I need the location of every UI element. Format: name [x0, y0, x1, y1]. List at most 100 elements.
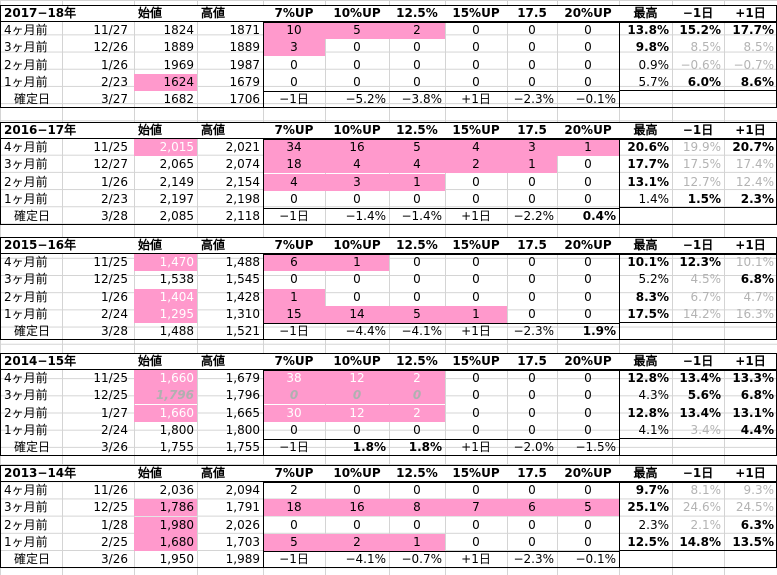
column-header[interactable]: 最高 [619, 5, 672, 22]
cell-u2[interactable]: 0 [413, 517, 421, 532]
cell-u3[interactable]: 0 [472, 255, 480, 270]
cell-high[interactable]: 2,021 [225, 140, 260, 155]
confirm-cell-label[interactable]: 確定日 [14, 552, 51, 566]
cell-max[interactable]: 25.1% [627, 500, 669, 515]
cell-u2[interactable]: 0 [413, 272, 421, 287]
column-header[interactable]: 最高 [619, 237, 672, 254]
cell-label[interactable]: 1ヶ月前 [4, 306, 48, 321]
cell-u2[interactable]: 2 [389, 404, 445, 422]
cell-u3[interactable]: 0 [472, 40, 480, 55]
cell-u0[interactable]: 38 [263, 370, 325, 388]
cell-u1[interactable]: 1 [325, 254, 389, 272]
column-header[interactable]: 17.5 [507, 122, 557, 139]
cell-u2[interactable]: 0 [413, 40, 421, 55]
cell-max[interactable]: 8.3% [635, 289, 669, 304]
cell-p1[interactable]: 24.5% [735, 500, 774, 515]
cell-u1[interactable]: 0 [325, 387, 389, 405]
cell-u0[interactable]: 30 [263, 404, 325, 422]
cell-p1[interactable]: 13.1% [732, 405, 774, 420]
cell-m1[interactable]: 3.4% [690, 422, 722, 437]
cell-max[interactable]: 4.1% [638, 422, 670, 437]
column-header[interactable]: 始値 [134, 353, 197, 370]
cell-label[interactable]: 2ヶ月前 [4, 57, 48, 72]
confirm-cell-date[interactable]: 3/27 [101, 92, 128, 106]
column-header[interactable]: 10%UP [325, 5, 389, 22]
cell-label[interactable]: 4ヶ月前 [4, 140, 48, 155]
column-header[interactable]: 高値 [197, 122, 263, 139]
cell-u1[interactable]: 2 [325, 533, 389, 551]
cell-u0[interactable]: 4 [263, 173, 325, 191]
cell-u3[interactable]: 0 [472, 174, 480, 189]
cell-u4[interactable]: 0 [528, 371, 536, 386]
cell-label[interactable]: 2ヶ月前 [4, 174, 48, 189]
column-header[interactable]: 10%UP [325, 122, 389, 139]
cell-u1[interactable]: 16 [325, 139, 389, 157]
column-header[interactable]: 7%UP [263, 122, 325, 139]
cell-u0[interactable]: 18 [263, 499, 325, 517]
confirm-cell-u1[interactable]: −5.2% [345, 92, 386, 106]
confirm-cell-date[interactable]: 3/26 [101, 440, 128, 454]
cell-u5[interactable]: 0 [584, 57, 592, 72]
cell-open[interactable]: 2,065 [159, 157, 194, 172]
cell-u4[interactable]: 0 [528, 174, 536, 189]
confirm-cell-u5[interactable]: 0.4% [582, 209, 616, 223]
cell-m1[interactable]: 13.4% [679, 371, 721, 386]
year-label[interactable]: 2015−16年 [0, 237, 134, 254]
column-header[interactable]: 始値 [134, 465, 197, 482]
cell-max[interactable]: 17.7% [627, 157, 669, 172]
cell-u1[interactable]: 14 [325, 305, 389, 323]
column-header[interactable]: 始値 [134, 237, 197, 254]
cell-open[interactable]: 2,015 [134, 139, 197, 157]
cell-high[interactable]: 2,026 [225, 517, 260, 532]
column-header[interactable]: 7%UP [263, 465, 325, 482]
confirm-cell-open[interactable]: 1,488 [159, 324, 194, 338]
cell-u5[interactable]: 0 [584, 388, 592, 403]
cell-u2[interactable]: 0 [413, 255, 421, 270]
cell-date[interactable]: 11/25 [93, 140, 128, 155]
cell-u5[interactable]: 1 [557, 139, 619, 157]
cell-date[interactable]: 12/27 [93, 157, 128, 172]
year-label[interactable]: 2017−18年 [0, 5, 134, 22]
cell-u3[interactable]: 0 [472, 191, 480, 206]
cell-max[interactable]: 4.3% [638, 388, 670, 403]
cell-u3[interactable]: 0 [472, 534, 480, 549]
cell-open[interactable]: 2,036 [159, 483, 194, 498]
column-header[interactable]: 15%UP [445, 465, 507, 482]
column-header[interactable]: 12.5% [389, 5, 445, 22]
cell-u0[interactable]: 0 [290, 272, 298, 287]
cell-u3[interactable]: 0 [472, 23, 480, 38]
cell-p1[interactable]: 16.3% [735, 306, 774, 321]
cell-u5[interactable]: 0 [584, 174, 592, 189]
cell-date[interactable]: 1/26 [101, 57, 128, 72]
cell-u1[interactable]: 0 [353, 289, 361, 304]
column-header[interactable]: 12.5% [389, 237, 445, 254]
confirm-cell-u2[interactable]: −1.4% [401, 209, 442, 223]
cell-u4[interactable]: 0 [528, 483, 536, 498]
cell-u0[interactable]: 6 [263, 254, 325, 272]
column-header[interactable]: 最高 [619, 353, 672, 370]
column-header[interactable]: 15%UP [445, 5, 507, 22]
column-header[interactable]: 高値 [197, 237, 263, 254]
cell-u3[interactable]: 0 [472, 371, 480, 386]
cell-m1[interactable]: 12.3% [679, 255, 721, 270]
cell-high[interactable]: 1889 [229, 40, 260, 55]
column-header[interactable]: 始値 [134, 5, 197, 22]
cell-label[interactable]: 4ヶ月前 [4, 23, 48, 38]
confirm-cell-label[interactable]: 確定日 [14, 324, 51, 338]
cell-date[interactable]: 2/24 [101, 422, 128, 437]
cell-m1[interactable]: 4.5% [690, 272, 722, 287]
cell-label[interactable]: 4ヶ月前 [4, 371, 48, 386]
cell-p1[interactable]: 20.7% [732, 140, 774, 155]
cell-date[interactable]: 1/26 [101, 289, 128, 304]
column-header[interactable]: 始値 [134, 122, 197, 139]
cell-max[interactable]: 13.1% [627, 174, 669, 189]
cell-m1[interactable]: 17.5% [682, 157, 721, 172]
cell-u2[interactable]: 5 [389, 305, 445, 323]
cell-u5[interactable]: 5 [557, 499, 619, 517]
cell-u3[interactable]: 1 [445, 305, 507, 323]
cell-u1[interactable]: 4 [325, 156, 389, 174]
cell-m1[interactable]: 15.2% [679, 23, 721, 38]
confirm-cell-u5[interactable]: −0.1% [575, 552, 616, 566]
cell-u2[interactable]: 4 [389, 156, 445, 174]
cell-p1[interactable]: −0.7% [733, 57, 774, 72]
